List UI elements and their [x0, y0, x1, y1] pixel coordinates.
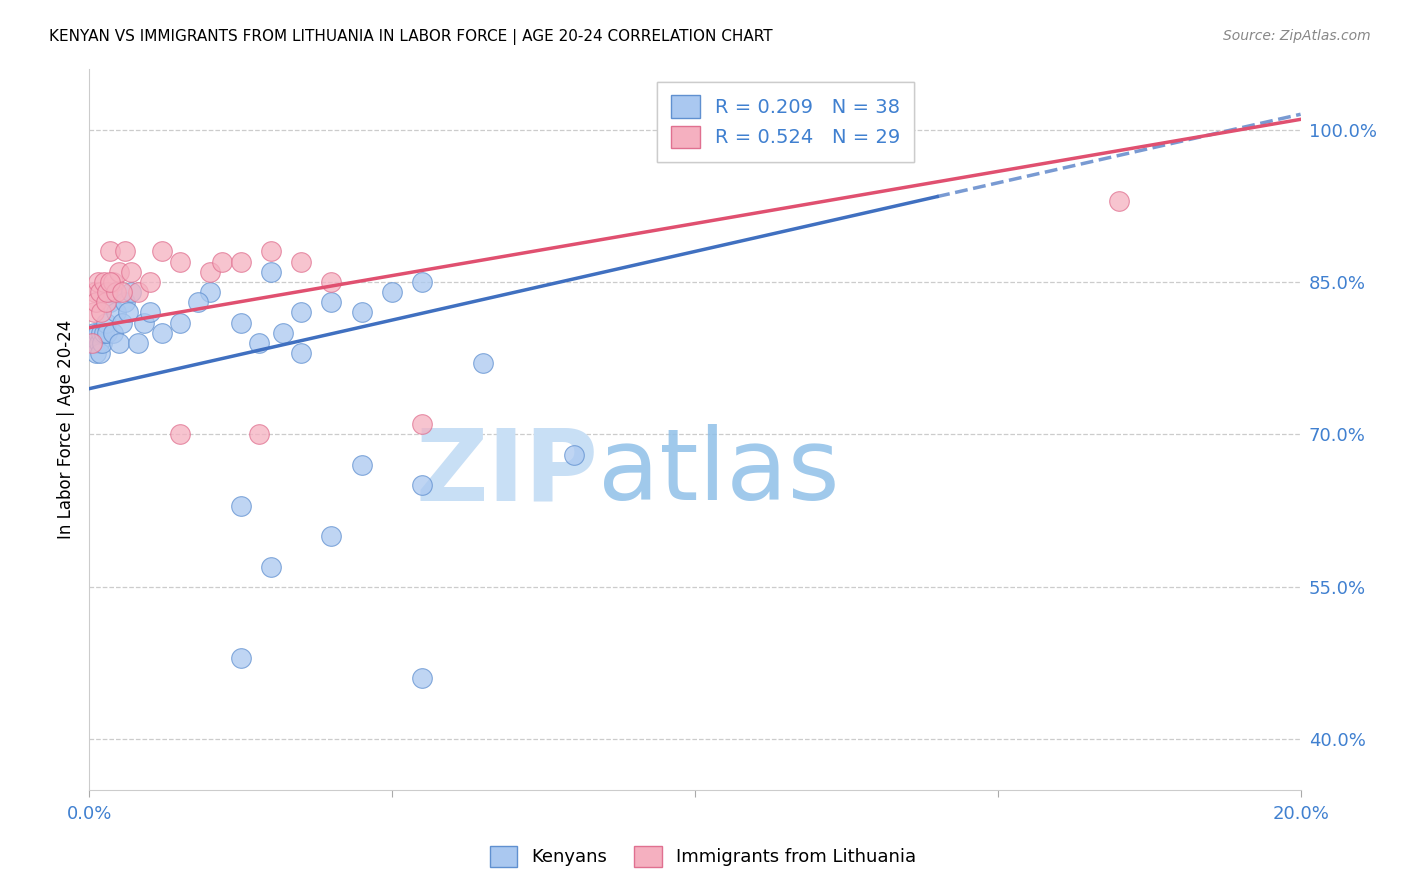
Point [381, 285, 404, 300]
Point [108, 265, 131, 279]
Point [83, 326, 105, 340]
Point [94, 316, 117, 330]
Point [117, 305, 139, 319]
Point [114, 244, 136, 259]
Point [93, 326, 115, 340]
Point [98, 295, 121, 310]
Point [321, 275, 343, 289]
Point [200, 285, 222, 300]
Point [169, 316, 191, 330]
Point [83, 305, 105, 319]
Point [150, 244, 173, 259]
Point [290, 305, 312, 319]
Point [132, 316, 155, 330]
Point [138, 275, 160, 289]
Point [150, 326, 173, 340]
Point [89, 285, 111, 300]
Point [187, 295, 209, 310]
Point [229, 499, 252, 513]
Point [321, 295, 343, 310]
Point [97, 285, 120, 300]
Point [86, 295, 108, 310]
Legend: Kenyans, Immigrants from Lithuania: Kenyans, Immigrants from Lithuania [482, 838, 924, 874]
Point [84, 335, 107, 350]
Point [169, 254, 191, 268]
Point [260, 244, 283, 259]
Point [200, 265, 222, 279]
Point [84, 285, 107, 300]
Point [411, 478, 433, 492]
Point [350, 458, 373, 472]
Point [86, 326, 108, 340]
Text: Source: ZipAtlas.com: Source: ZipAtlas.com [1223, 29, 1371, 43]
Point [87, 335, 110, 350]
Point [94, 295, 117, 310]
Point [82, 335, 104, 350]
Point [90, 326, 112, 340]
Point [471, 356, 494, 370]
Point [127, 335, 149, 350]
Point [169, 427, 191, 442]
Point [138, 305, 160, 319]
Point [290, 254, 312, 268]
Point [108, 335, 131, 350]
Point [321, 529, 343, 543]
Point [211, 254, 233, 268]
Point [91, 335, 114, 350]
Point [350, 305, 373, 319]
Point [111, 316, 134, 330]
Point [89, 346, 111, 360]
Point [121, 265, 143, 279]
Text: atlas: atlas [598, 425, 839, 521]
Text: KENYAN VS IMMIGRANTS FROM LITHUANIA IN LABOR FORCE | AGE 20-24 CORRELATION CHART: KENYAN VS IMMIGRANTS FROM LITHUANIA IN L… [49, 29, 773, 45]
Point [229, 651, 252, 665]
Point [93, 275, 115, 289]
Point [98, 275, 121, 289]
Point [247, 427, 270, 442]
Point [411, 672, 433, 686]
Point [105, 305, 128, 319]
Y-axis label: In Labor Force | Age 20-24: In Labor Force | Age 20-24 [58, 319, 75, 539]
Point [562, 448, 585, 462]
Text: ZIP: ZIP [415, 425, 598, 521]
Point [260, 559, 283, 574]
Point [271, 326, 294, 340]
Point [98, 244, 121, 259]
Point [127, 285, 149, 300]
Point [411, 417, 433, 432]
Point [229, 254, 252, 268]
Point [1108, 194, 1130, 208]
Point [114, 295, 136, 310]
Point [96, 285, 118, 300]
Point [90, 305, 112, 319]
Point [111, 285, 134, 300]
Legend: R = 0.209   N = 38, R = 0.524   N = 29: R = 0.209 N = 38, R = 0.524 N = 29 [657, 82, 914, 161]
Point [82, 335, 104, 350]
Point [103, 326, 125, 340]
Point [229, 316, 252, 330]
Point [86, 346, 108, 360]
Point [105, 285, 128, 300]
Point [290, 346, 312, 360]
Point [411, 275, 433, 289]
Point [101, 285, 124, 300]
Point [87, 275, 110, 289]
Point [247, 335, 270, 350]
Point [96, 326, 118, 340]
Point [121, 285, 143, 300]
Point [103, 275, 125, 289]
Point [260, 265, 283, 279]
